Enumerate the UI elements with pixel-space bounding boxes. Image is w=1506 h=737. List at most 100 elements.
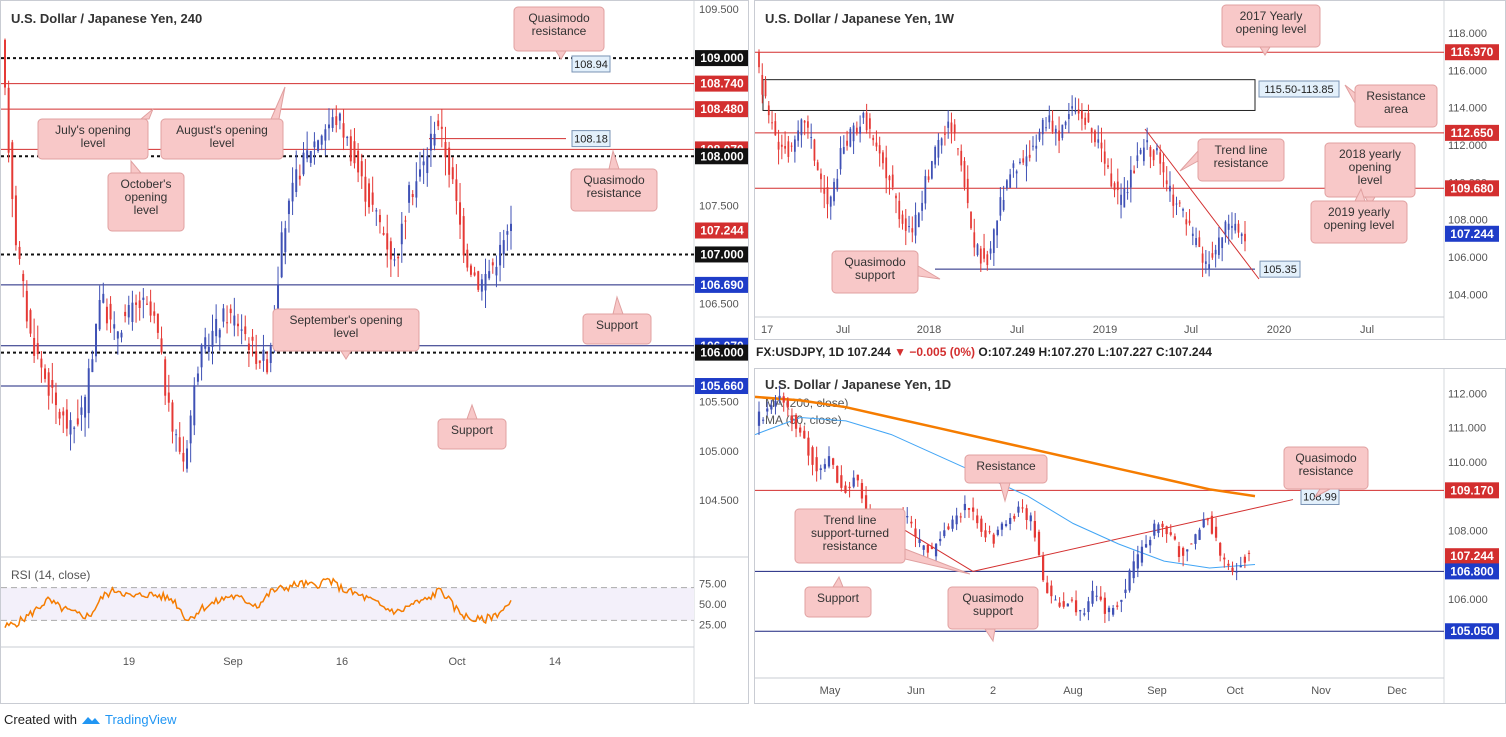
candle-body [944, 133, 946, 135]
candle-body [996, 529, 999, 535]
resistance-area-box [762, 79, 1256, 111]
candle-body [51, 380, 54, 388]
trend-line-segment [904, 529, 974, 572]
ma200-line [755, 395, 1256, 498]
callout-text: Quasimodo support [844, 255, 906, 282]
candle-body [1175, 203, 1178, 205]
rsi-label: RSI (14, close) [11, 568, 90, 582]
callout-box [947, 586, 1039, 630]
price-label-box [1445, 548, 1499, 565]
candle-body [1046, 582, 1049, 594]
candle-body [951, 519, 954, 529]
price-tag-box [1259, 260, 1301, 278]
callout-text: Resistance [976, 459, 1036, 473]
price-label: 107.244 [1450, 227, 1494, 241]
y-tick-label: 114.000 [1448, 103, 1487, 115]
candle-body [135, 302, 138, 305]
tradingview-logo-icon [81, 716, 100, 724]
x-tick-label: Oct [1226, 685, 1243, 697]
price-label-box [695, 50, 748, 67]
candle-body [84, 396, 87, 418]
candle-body [1013, 515, 1016, 519]
callout-text: Quasimodo support [962, 591, 1024, 618]
candle-body [171, 402, 174, 432]
candle-body [95, 323, 98, 357]
candle-body [813, 139, 816, 161]
callout-pointer [999, 482, 1011, 503]
candle-body [1237, 223, 1240, 233]
chart-weekly-svg[interactable]: U.S. Dollar / Japanese Yen, 1W 118.000 11… [755, 1, 1506, 340]
candle-body [856, 474, 859, 481]
candle-body [852, 125, 855, 142]
candle-body [1058, 602, 1061, 607]
footer-text: Created with [4, 712, 77, 727]
candle-body [799, 427, 802, 433]
callout-box [513, 6, 605, 52]
candle-body [797, 130, 800, 141]
candle-body [1032, 145, 1034, 147]
candle-body [1099, 596, 1102, 600]
candle-body [1136, 155, 1139, 161]
candle-body [758, 52, 760, 68]
y-tick-label: 116.000 [1448, 65, 1487, 77]
candle-body [266, 359, 269, 373]
candle-body [862, 112, 865, 118]
y-tick-label: 106.000 [1448, 594, 1488, 606]
candle-body [375, 210, 378, 212]
candle-body [840, 475, 843, 488]
callout-text: Trend line resistance [1214, 143, 1269, 170]
candle-body [408, 185, 411, 203]
candle-body [1165, 526, 1168, 535]
chart-panel-4h[interactable]: U.S. Dollar / Japanese Yen, 240 109.500 1… [0, 0, 749, 704]
callout-box [964, 454, 1048, 484]
price-label-box [695, 378, 748, 395]
candle-body [411, 194, 414, 198]
candle-body [451, 167, 454, 180]
candle-body [1139, 150, 1142, 154]
candle-body [807, 437, 810, 456]
candle-body [1058, 130, 1060, 141]
chart-daily-svg[interactable]: U.S. Dollar / Japanese Yen, 1D MA (200, … [755, 369, 1506, 704]
candle-body [440, 126, 443, 129]
candle-body [774, 400, 777, 407]
candle-body [1061, 124, 1064, 138]
candle-body [291, 182, 294, 202]
chart-4h-svg[interactable]: U.S. Dollar / Japanese Yen, 240 109.500 1… [1, 1, 749, 704]
candle-body [980, 518, 983, 532]
y-tick-label: 111.000 [1448, 423, 1486, 435]
chart-title: U.S. Dollar / Japanese Yen, 1W [765, 11, 955, 26]
footer-brand[interactable]: TradingView [104, 712, 177, 727]
candle-body [7, 87, 10, 153]
candle-body [910, 521, 913, 524]
candle-body [40, 358, 43, 368]
candle-body [1113, 183, 1116, 191]
y-tick-label: 109.500 [699, 4, 739, 16]
candle-body [787, 141, 790, 157]
candle-body [1100, 142, 1103, 149]
candle-body [836, 178, 839, 190]
chart-panel-daily[interactable]: U.S. Dollar / Japanese Yen, 1D MA (200, … [754, 368, 1506, 704]
chart-panel-weekly[interactable]: U.S. Dollar / Japanese Yen, 1W 118.000 11… [754, 0, 1506, 340]
price-label: 107.244 [700, 223, 744, 237]
price-label-box [1445, 44, 1499, 61]
candle-body [771, 122, 773, 124]
candle-body [1214, 249, 1217, 255]
callout-box [804, 586, 872, 618]
candle-body [816, 162, 819, 171]
candle-body [1025, 156, 1028, 167]
rsi-tick-label: 50.00 [699, 599, 727, 611]
candle-body [963, 503, 967, 511]
candle-body [1021, 507, 1024, 509]
candle-body [364, 176, 367, 202]
callout-text: 2018 yearly opening level [1339, 147, 1401, 187]
candle-body [1162, 162, 1165, 173]
candle-body [22, 273, 25, 282]
candle-body [918, 539, 921, 544]
candle-body [222, 308, 225, 322]
candle-body [1095, 595, 1098, 597]
candle-body [182, 452, 185, 462]
legend-low: L:107.227 [1097, 345, 1153, 359]
callout-text: August's opening level [176, 123, 268, 150]
candle-body [865, 112, 868, 131]
candle-body [1239, 565, 1242, 568]
